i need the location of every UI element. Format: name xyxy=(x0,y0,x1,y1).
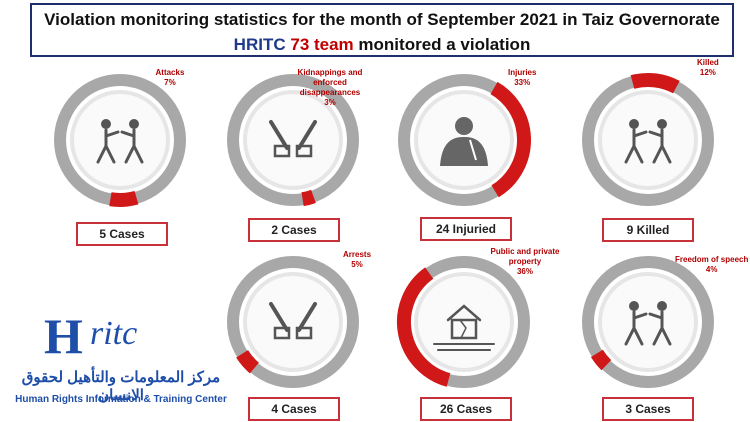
ring-value-arc xyxy=(630,72,680,94)
injured-person-icon xyxy=(440,117,488,166)
category-percent: 3% xyxy=(324,98,336,107)
category-name: Killed xyxy=(697,58,719,67)
category-percent: 5% xyxy=(351,260,363,269)
category-label: Arrests 5% xyxy=(343,250,371,270)
logo-mark-h: H xyxy=(44,308,83,364)
logo-mark-ritc: ritc xyxy=(90,315,138,352)
donut-chart xyxy=(396,256,530,388)
case-count-box: 5 Cases xyxy=(76,222,168,246)
ring-value-arc xyxy=(590,349,612,371)
donut-chart xyxy=(582,72,714,206)
category-percent: 33% xyxy=(514,78,531,87)
category-label: Freedom of speech 4% xyxy=(675,255,748,275)
case-count-box: 24 Injuried xyxy=(420,217,512,241)
donut-chart xyxy=(227,256,359,388)
page-title: Violation monitoring statistics for the … xyxy=(44,10,720,29)
subtitle-org: HRITC xyxy=(233,35,286,54)
ring-track xyxy=(582,256,714,388)
donut-chart xyxy=(54,74,186,207)
category-label: Public and private property 36% xyxy=(485,247,565,277)
category-percent: 36% xyxy=(516,267,533,276)
donut-chart xyxy=(227,74,359,207)
ring-track xyxy=(227,256,359,388)
category-percent: 4% xyxy=(705,265,718,274)
ring-value-arc xyxy=(301,189,316,207)
assault-icon xyxy=(96,119,144,164)
category-name: Injuries xyxy=(508,68,537,77)
damaged-house-icon xyxy=(433,304,495,351)
ring-inner xyxy=(70,90,170,190)
case-count-box: 26 Cases xyxy=(420,397,512,421)
donut-chart xyxy=(398,74,532,206)
handcuffs-icon xyxy=(269,302,317,340)
handcuffed-hands-icon xyxy=(269,120,317,158)
ring-inner xyxy=(414,272,514,372)
category-label: Kidnappings and enforced disappearances 3… xyxy=(290,68,370,108)
category-label: Injuries 33% xyxy=(508,68,536,88)
page-subtitle: HRITC 73 team monitored a violation xyxy=(32,35,732,55)
ring-value-arc xyxy=(490,81,532,198)
subtitle-count: 73 team xyxy=(290,35,354,54)
category-percent: 12% xyxy=(699,68,716,77)
ring-value-arc xyxy=(236,349,260,374)
ring-value-arc xyxy=(396,267,451,387)
shooting-icon xyxy=(624,119,672,164)
title-box: Violation monitoring statistics for the … xyxy=(30,3,734,57)
case-count-box: 4 Cases xyxy=(248,397,340,421)
category-name: Freedom of speech xyxy=(675,255,749,264)
case-count-box: 9 Killed xyxy=(602,218,694,242)
ring-inner xyxy=(598,272,698,372)
category-name: Attacks xyxy=(155,68,185,77)
case-count-box: 3 Cases xyxy=(602,397,694,421)
category-percent: 7% xyxy=(164,78,176,87)
logo-arabic-name: مركز المعلومات والتأهيل لحقوق الانسان xyxy=(21,369,221,404)
category-name: Arrests xyxy=(343,250,372,259)
subtitle-rest: monitored a violation xyxy=(358,35,531,54)
speech-assault-icon xyxy=(624,301,672,346)
ring-value-arc xyxy=(109,190,139,207)
ring-inner xyxy=(243,272,343,372)
donut-chart xyxy=(582,256,714,388)
category-label: Killed 12% xyxy=(697,58,719,78)
ring-inner xyxy=(243,90,343,190)
category-label: Attacks 7% xyxy=(156,68,185,88)
logo-english-name: Human Rights Information & Training Cent… xyxy=(15,394,227,405)
category-name: Public and private property xyxy=(490,247,560,266)
ring-track xyxy=(227,74,359,206)
hritc-logo: H ritc مركز المعلومات والتأهيل لحقوق الا… xyxy=(14,306,234,416)
ring-inner xyxy=(598,90,698,190)
case-count-box: 2 Cases xyxy=(248,218,340,242)
category-name: Kidnappings and enforced disappearances xyxy=(297,68,363,97)
